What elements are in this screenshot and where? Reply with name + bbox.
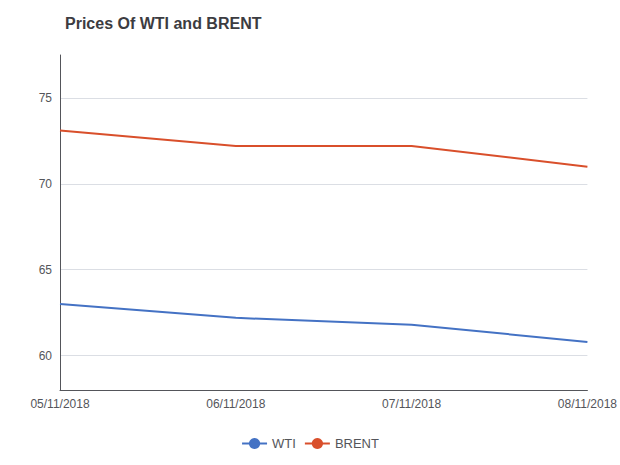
svg-text:08/11/2018: 08/11/2018 xyxy=(558,397,617,411)
svg-text:BRENT: BRENT xyxy=(335,436,379,451)
svg-text:WTI: WTI xyxy=(272,436,296,451)
svg-text:65: 65 xyxy=(39,263,53,277)
svg-text:60: 60 xyxy=(39,349,53,363)
svg-text:06/11/2018: 06/11/2018 xyxy=(206,397,265,411)
svg-text:Prices Of WTI and BRENT: Prices Of WTI and BRENT xyxy=(65,15,262,32)
svg-text:07/11/2018: 07/11/2018 xyxy=(382,397,441,411)
svg-text:70: 70 xyxy=(39,177,53,191)
svg-text:05/11/2018: 05/11/2018 xyxy=(30,397,89,411)
svg-text:75: 75 xyxy=(39,91,53,105)
